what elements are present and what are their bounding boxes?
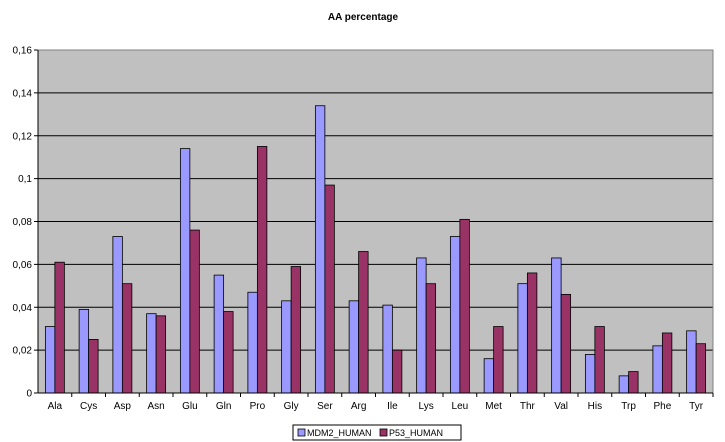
y-tick-label: 0,12: [13, 131, 33, 142]
y-tick-label: 0,14: [13, 88, 33, 99]
bar-p53-human-ala: [54, 261, 65, 394]
bar-mdm2-human-tyr: [686, 330, 697, 394]
x-tick-label: Cys: [80, 401, 97, 412]
legend-box: [292, 424, 462, 441]
x-tick-label: Trp: [621, 401, 636, 412]
bar-mdm2-human-gln: [213, 274, 225, 394]
bar-mdm2-human-glu: [179, 148, 191, 394]
x-tick-label: Ile: [387, 401, 398, 412]
x-tick-label: Pro: [250, 401, 266, 412]
bar-p53-human-phe: [661, 332, 673, 394]
bar-p53-human-val: [560, 293, 572, 394]
bar-p53-human-met: [493, 326, 504, 394]
bar-mdm2-human-phe: [652, 345, 663, 394]
legend-label: P53_HUMAN: [389, 428, 443, 438]
x-tick-label: Gly: [284, 401, 299, 412]
bar-mdm2-human-ile: [382, 304, 393, 394]
bar-mdm2-human-asn: [146, 313, 157, 394]
y-tick-label: 0,16: [13, 46, 33, 57]
bar-mdm2-human-val: [551, 257, 562, 394]
x-tick-label: Phe: [653, 401, 671, 412]
x-tick-label: Tyr: [689, 401, 704, 412]
x-tick-label: Arg: [351, 401, 367, 412]
bar-mdm2-human-cys: [78, 308, 90, 394]
x-tick-label: Lys: [419, 401, 434, 412]
y-tick-label: 0,08: [13, 217, 33, 228]
bar-mdm2-human-trp: [618, 375, 630, 394]
legend: MDM2_HUMAN P53_HUMAN: [292, 424, 462, 441]
x-tick-label: Ser: [317, 401, 333, 412]
axes: [37, 49, 714, 397]
chart-title: AA percentage: [328, 12, 399, 23]
bar-mdm2-human-his: [584, 354, 596, 394]
bar-mdm2-human-pro: [247, 291, 258, 394]
bar-mdm2-human-gly: [281, 300, 292, 394]
legend-swatch: [379, 428, 388, 437]
x-tick-label: Gln: [216, 401, 232, 412]
bar-p53-human-thr: [526, 272, 538, 394]
bar-p53-human-pro: [256, 146, 268, 394]
bar-p53-human-glu: [189, 229, 200, 394]
bar-p53-human-trp: [628, 371, 639, 394]
bar-p53-human-ile: [391, 349, 403, 394]
bar-mdm2-human-arg: [348, 300, 360, 394]
legend-swatch: [297, 428, 306, 437]
x-tick-label: Met: [485, 401, 502, 412]
bar-p53-human-leu: [459, 218, 470, 394]
bar-mdm2-human-ser: [314, 105, 326, 394]
bar-mdm2-human-met: [483, 358, 495, 394]
bar-mdm2-human-thr: [517, 283, 528, 394]
bar-p53-human-lys: [425, 283, 437, 394]
bar-mdm2-human-ala: [44, 326, 56, 394]
bar-p53-human-tyr: [695, 343, 707, 394]
bar-mdm2-human-asp: [112, 236, 123, 394]
legend-label: MDM2_HUMAN: [307, 428, 372, 438]
y-tick-label: 0,1: [18, 174, 32, 185]
x-tick-label: Asp: [114, 401, 132, 412]
bar-p53-human-cys: [88, 339, 99, 394]
bar-p53-human-arg: [358, 251, 369, 394]
bar-p53-human-gln: [223, 311, 234, 394]
bar-p53-human-his: [594, 326, 605, 394]
x-tick-label: Leu: [452, 401, 469, 412]
x-tick-label: Asn: [148, 401, 165, 412]
y-axis-ticks: 0 0,02 0,04 0,06 0,08 0,1 0,12 0,14 0,16: [13, 46, 38, 400]
bar-mdm2-human-leu: [449, 236, 461, 394]
bar-p53-human-asn: [155, 315, 167, 394]
bar-p53-human-gly: [290, 266, 302, 394]
y-tick-label: 0,06: [13, 260, 33, 271]
y-tick-label: 0,02: [13, 346, 33, 357]
bars: [44, 105, 707, 394]
x-tick-label: Glu: [182, 401, 198, 412]
bar-p53-human-asp: [121, 283, 133, 394]
x-tick-label: Ala: [48, 401, 63, 412]
x-tick-label: Thr: [520, 401, 536, 412]
x-tick-label: His: [588, 401, 602, 412]
bar-mdm2-human-lys: [416, 257, 427, 394]
x-axis-labels: Ala Cys Asp Asn Glu Gln Pro Gly Ser Arg Ile Lys Leu M…: [48, 401, 704, 412]
x-tick-label: Val: [554, 401, 568, 412]
bar-p53-human-ser: [324, 184, 335, 394]
y-tick-label: 0: [26, 389, 32, 400]
y-tick-label: 0,04: [13, 303, 33, 314]
